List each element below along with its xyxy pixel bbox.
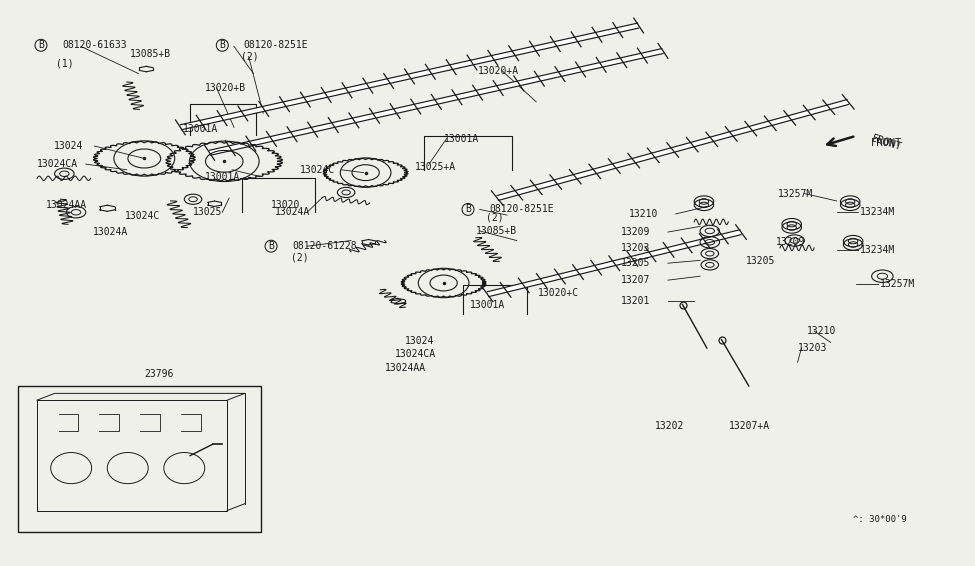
Text: 13257M: 13257M: [879, 279, 915, 289]
Text: 13001A: 13001A: [183, 124, 218, 134]
Text: 13209: 13209: [776, 237, 805, 247]
Text: B: B: [268, 241, 274, 251]
Text: 13025+A: 13025+A: [414, 162, 455, 172]
Text: 13209: 13209: [621, 227, 650, 237]
Text: 13001A: 13001A: [470, 299, 505, 310]
Text: FRONT: FRONT: [871, 138, 902, 148]
Text: 08120-61228: 08120-61228: [292, 241, 357, 251]
Text: 13024CA: 13024CA: [395, 349, 436, 359]
Text: 13203: 13203: [621, 243, 650, 253]
Text: 13205: 13205: [746, 256, 775, 267]
Text: 13205: 13205: [621, 258, 650, 268]
Text: 08120-8251E: 08120-8251E: [244, 40, 308, 50]
Text: 13257M: 13257M: [778, 188, 813, 199]
Text: 13020: 13020: [271, 200, 300, 210]
Text: 13024AA: 13024AA: [46, 200, 87, 210]
Text: ^: 30*00'9: ^: 30*00'9: [853, 515, 907, 524]
Text: 13210: 13210: [807, 326, 837, 336]
Text: 13024A: 13024A: [93, 227, 128, 237]
Text: 13024A: 13024A: [275, 207, 310, 217]
Text: 13201: 13201: [621, 296, 650, 306]
Text: 13001A: 13001A: [205, 171, 240, 182]
Text: 13234M: 13234M: [860, 207, 895, 217]
Text: 13085+B: 13085+B: [476, 226, 517, 236]
Text: B: B: [219, 40, 225, 50]
Text: 13207: 13207: [621, 275, 650, 285]
Text: 13025: 13025: [193, 207, 222, 217]
Text: 08120-8251E: 08120-8251E: [489, 204, 554, 215]
Text: 13207+A: 13207+A: [729, 421, 770, 431]
Text: 13024C: 13024C: [125, 211, 160, 221]
Text: 13210: 13210: [629, 209, 658, 219]
Text: 13024AA: 13024AA: [385, 363, 426, 373]
Text: 13020+A: 13020+A: [478, 66, 519, 76]
Text: 13024: 13024: [54, 141, 83, 151]
Text: 08120-61633: 08120-61633: [62, 40, 127, 50]
Text: 13203: 13203: [798, 343, 827, 353]
Text: 13202: 13202: [655, 421, 684, 431]
Text: 23796: 23796: [144, 368, 174, 379]
Text: (2): (2): [486, 213, 503, 223]
Text: 13085+B: 13085+B: [130, 49, 171, 59]
Text: (2): (2): [241, 52, 258, 62]
Text: 13020+C: 13020+C: [538, 288, 579, 298]
Text: 13234M: 13234M: [860, 245, 895, 255]
Text: 13024: 13024: [405, 336, 434, 346]
Text: (1): (1): [56, 59, 73, 69]
Text: (2): (2): [291, 252, 308, 263]
Text: 13024CA: 13024CA: [37, 159, 78, 169]
Text: 13020+B: 13020+B: [205, 83, 246, 93]
Text: 13024C: 13024C: [300, 165, 335, 175]
Text: B: B: [38, 40, 44, 50]
Text: B: B: [465, 204, 471, 215]
Text: 13001A: 13001A: [444, 134, 479, 144]
Text: FRONT: FRONT: [871, 133, 904, 152]
